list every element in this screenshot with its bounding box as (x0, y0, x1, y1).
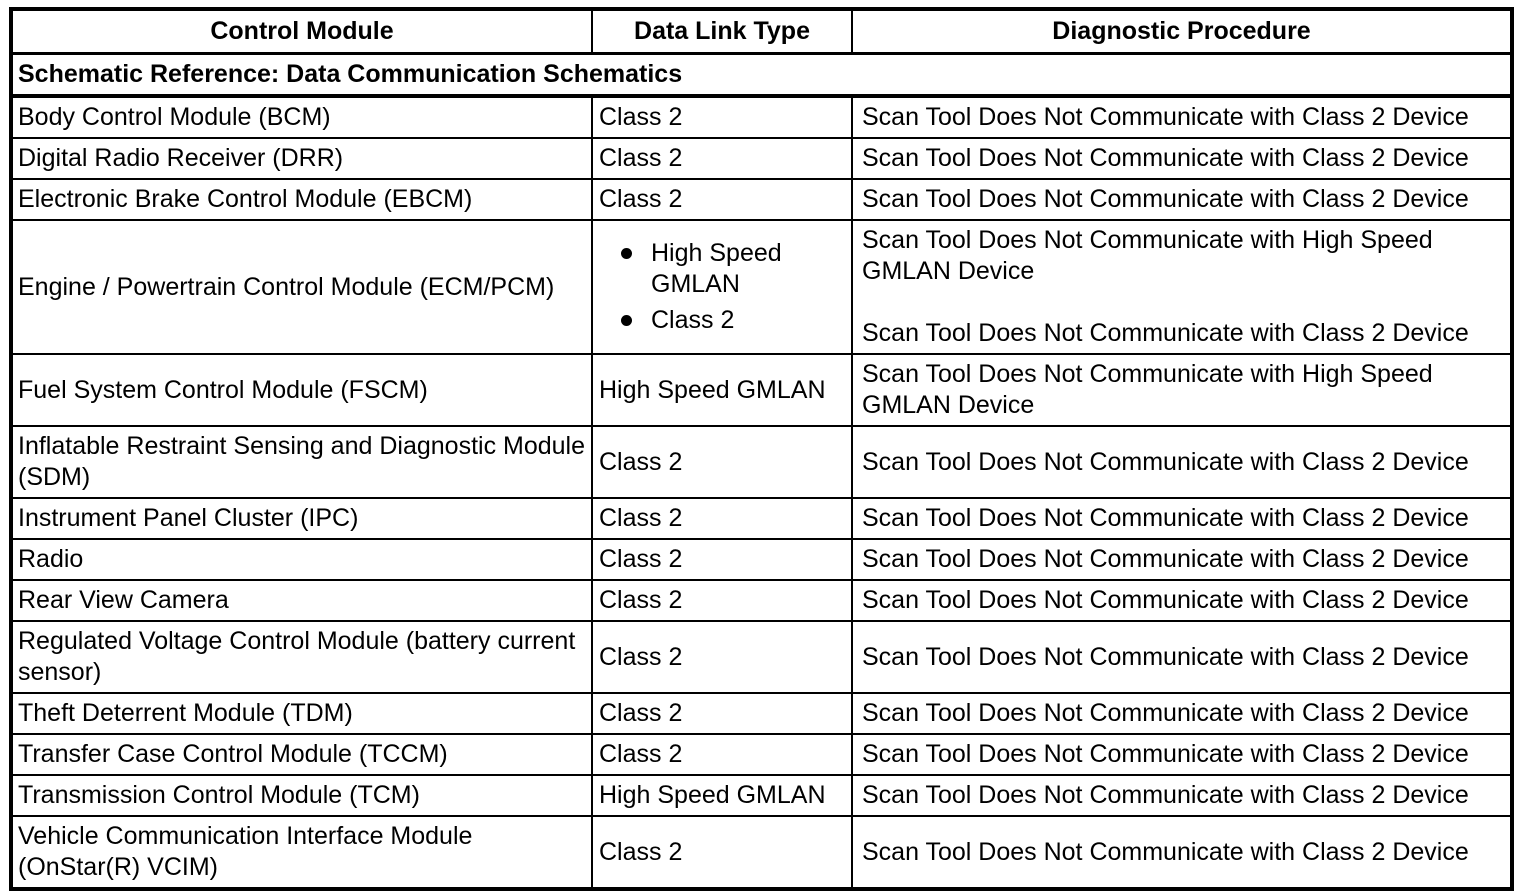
schematic-reference-text: Schematic Reference: Data Communication … (10, 52, 1513, 98)
table-row: Transfer Case Control Module (TCCM) Class… (10, 733, 1513, 776)
control-module-cell: Body Control Module (BCM) (10, 95, 593, 139)
schematic-reference-row: Schematic Reference: Data Communication … (10, 52, 1513, 98)
table-row: Engine / Powertrain Control Module (ECM/… (10, 219, 1513, 355)
table-row: Fuel System Control Module (FSCM) High Sp… (10, 353, 1513, 427)
control-module-cell: Regulated Voltage Control Module (batter… (10, 620, 593, 694)
data-link-cell: Class 2 (591, 137, 853, 180)
control-module-cell: Radio (10, 538, 593, 581)
control-module-table: Control Module Data Link Type Diagnostic… (9, 7, 1514, 891)
control-module-cell: Inflatable Restraint Sensing and Diagnos… (10, 425, 593, 499)
column-header-data-link-type: Data Link Type (591, 8, 853, 55)
table-row: Body Control Module (BCM) Class 2 Scan Too… (10, 95, 1513, 139)
control-module-cell: Transfer Case Control Module (TCCM) (10, 733, 593, 776)
diagnostic-procedure-cell: Scan Tool Does Not Communicate with Clas… (851, 425, 1513, 499)
diagnostic-procedure-cell: Scan Tool Does Not Communicate with Clas… (851, 137, 1513, 180)
data-link-cell: High Speed GMLAN (591, 774, 853, 817)
diagnostic-procedure-cell: Scan Tool Does Not Communicate with Clas… (851, 497, 1513, 540)
data-link-cell: Class 2 (591, 692, 853, 735)
column-header-diagnostic-procedure: Diagnostic Procedure (851, 8, 1513, 55)
data-link-cell: Class 2 (591, 425, 853, 499)
bullet-icon (621, 315, 632, 326)
diagnostic-procedure-cell: Scan Tool Does Not Communicate with Clas… (851, 733, 1513, 776)
diagnostic-procedure-cell: Scan Tool Does Not Communicate with Clas… (851, 692, 1513, 735)
diagnostic-procedure-cell: Scan Tool Does Not Communicate with Clas… (851, 620, 1513, 694)
data-link-cell: Class 2 (591, 538, 853, 581)
control-module-cell: Instrument Panel Cluster (IPC) (10, 497, 593, 540)
table-row: Radio Class 2 Scan Tool Does Not Communica… (10, 538, 1513, 581)
data-link-cell: High Speed GMLAN (591, 353, 853, 427)
table-row: Transmission Control Module (TCM) High Sp… (10, 774, 1513, 817)
data-link-value: High Speed GMLAN (651, 239, 782, 298)
control-module-cell: Digital Radio Receiver (DRR) (10, 137, 593, 180)
diagnostic-procedure-cell: Scan Tool Does Not Communicate with Clas… (851, 774, 1513, 817)
data-link-cell: Class 2 (591, 497, 853, 540)
table-row: Theft Deterrent Module (TDM) Class 2 Scan … (10, 692, 1513, 735)
table-row: Regulated Voltage Control Module (batter… (10, 620, 1513, 694)
control-module-cell: Engine / Powertrain Control Module (ECM/… (10, 219, 593, 355)
diagnostic-procedure-text: Scan Tool Does Not Communicate with Clas… (862, 319, 1469, 347)
diagnostic-procedure-cell: Scan Tool Does Not Communicate with Clas… (851, 815, 1513, 890)
table-row: Digital Radio Receiver (DRR) Class 2 Scan … (10, 137, 1513, 180)
table-row: Rear View Camera Class 2 Scan Tool Does No… (10, 579, 1513, 622)
table-row: Inflatable Restraint Sensing and Diagnos… (10, 425, 1513, 499)
diagnostic-procedure-cell: Scan Tool Does Not Communicate with High… (851, 219, 1513, 355)
data-link-bullet-item: Class 2 (621, 305, 847, 336)
control-module-cell: Electronic Brake Control Module (EBCM) (10, 178, 593, 221)
diagnostic-procedure-cell: Scan Tool Does Not Communicate with High… (851, 353, 1513, 427)
bullet-icon (621, 248, 632, 259)
data-link-value: Class 2 (651, 306, 735, 334)
table-row: Instrument Panel Cluster (IPC) Class 2 Sca… (10, 497, 1513, 540)
data-link-cell: Class 2 (591, 178, 853, 221)
control-module-cell: Vehicle Communication Interface Module (… (10, 815, 593, 890)
data-link-cell: Class 2 (591, 95, 853, 139)
table-row: Electronic Brake Control Module (EBCM) Cl… (10, 178, 1513, 221)
header-row: Control Module Data Link Type Diagnostic… (10, 8, 1513, 55)
control-module-cell: Theft Deterrent Module (TDM) (10, 692, 593, 735)
diagnostic-procedure-text: Scan Tool Does Not Communicate with High… (862, 226, 1433, 285)
table-body: Body Control Module (BCM) Class 2 Scan Too… (10, 95, 1513, 890)
diagnostic-procedure-cell: Scan Tool Does Not Communicate with Clas… (851, 95, 1513, 139)
data-link-cell: Class 2 (591, 815, 853, 890)
control-module-cell: Fuel System Control Module (FSCM) (10, 353, 593, 427)
diagnostic-procedure-cell: Scan Tool Does Not Communicate with Clas… (851, 579, 1513, 622)
data-link-bullet-item: High Speed GMLAN (621, 238, 847, 300)
column-header-control-module: Control Module (10, 8, 593, 55)
diagnostic-procedure-cell: Scan Tool Does Not Communicate with Clas… (851, 178, 1513, 221)
control-module-cell: Transmission Control Module (TCM) (10, 774, 593, 817)
data-link-cell: Class 2 (591, 733, 853, 776)
diagnostic-procedure-cell: Scan Tool Does Not Communicate with Clas… (851, 538, 1513, 581)
data-link-cell: Class 2 (591, 620, 853, 694)
data-link-cell: Class 2 (591, 579, 853, 622)
table-row: Vehicle Communication Interface Module (… (10, 815, 1513, 890)
data-link-cell: High Speed GMLAN Class 2 (591, 219, 853, 355)
control-module-cell: Rear View Camera (10, 579, 593, 622)
